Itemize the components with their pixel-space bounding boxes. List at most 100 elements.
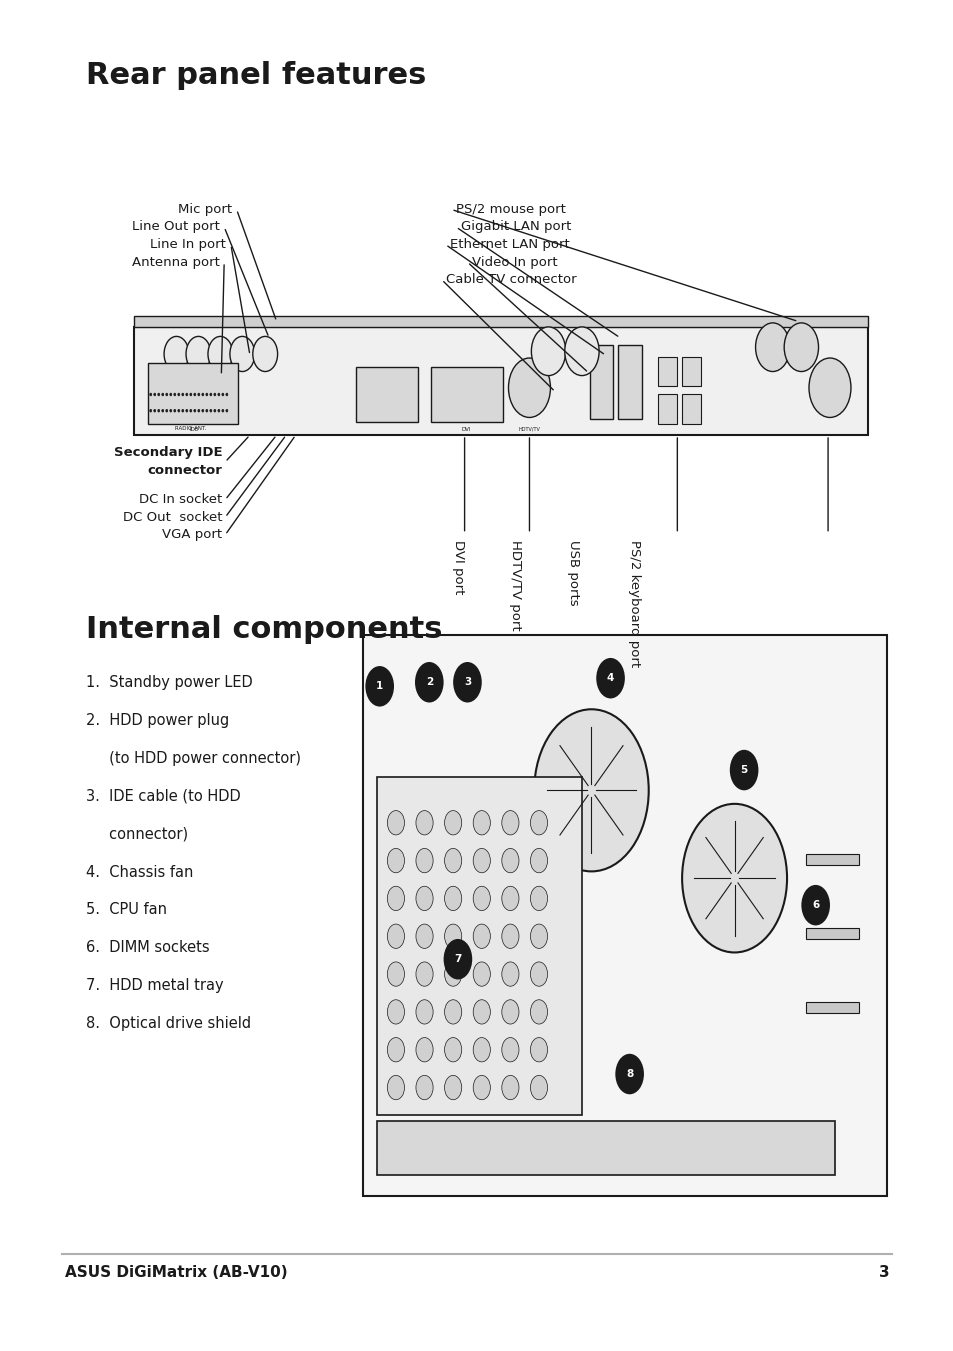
Circle shape <box>213 409 215 412</box>
Text: USB ports: USB ports <box>566 540 579 607</box>
Circle shape <box>166 409 168 412</box>
Circle shape <box>416 886 433 911</box>
Text: HDTV/TV: HDTV/TV <box>518 427 539 432</box>
Text: 7.  HDD metal tray: 7. HDD metal tray <box>86 978 223 993</box>
Circle shape <box>473 1038 490 1062</box>
Text: RADIO ANT.: RADIO ANT. <box>175 426 206 431</box>
Circle shape <box>473 924 490 948</box>
Circle shape <box>416 924 433 948</box>
Bar <box>589 345 613 419</box>
Text: 3: 3 <box>463 677 471 688</box>
Circle shape <box>530 848 547 873</box>
Circle shape <box>206 393 208 396</box>
Circle shape <box>783 323 818 372</box>
Circle shape <box>202 409 204 412</box>
Circle shape <box>173 409 175 412</box>
Circle shape <box>501 886 518 911</box>
Circle shape <box>150 393 152 396</box>
Circle shape <box>444 924 461 948</box>
Circle shape <box>416 1038 433 1062</box>
Text: Mic port: Mic port <box>177 203 232 216</box>
Circle shape <box>387 886 404 911</box>
Circle shape <box>222 409 224 412</box>
Circle shape <box>177 393 179 396</box>
Circle shape <box>444 1000 461 1024</box>
Circle shape <box>473 811 490 835</box>
Circle shape <box>453 662 481 703</box>
Circle shape <box>170 409 172 412</box>
Circle shape <box>387 1038 404 1062</box>
Circle shape <box>416 1075 433 1100</box>
Circle shape <box>534 709 648 871</box>
Circle shape <box>444 962 461 986</box>
Bar <box>355 367 417 422</box>
Circle shape <box>150 409 152 412</box>
Bar <box>805 1002 858 1013</box>
Text: 7: 7 <box>454 954 461 965</box>
Text: PS/2 mouse port: PS/2 mouse port <box>456 203 565 216</box>
Text: Secondary IDE: Secondary IDE <box>113 446 222 459</box>
Circle shape <box>365 666 394 707</box>
Circle shape <box>596 658 624 698</box>
Text: (to HDD power connector): (to HDD power connector) <box>86 751 300 766</box>
Bar <box>376 777 581 1115</box>
Circle shape <box>153 393 155 396</box>
Circle shape <box>208 336 233 372</box>
Text: 5: 5 <box>740 765 747 775</box>
Circle shape <box>501 962 518 986</box>
Bar <box>658 394 677 424</box>
Circle shape <box>444 1038 461 1062</box>
Text: connector): connector) <box>86 827 188 842</box>
Bar <box>362 635 886 1196</box>
Circle shape <box>217 393 219 396</box>
Circle shape <box>213 393 215 396</box>
Circle shape <box>444 811 461 835</box>
Circle shape <box>387 924 404 948</box>
Circle shape <box>501 1075 518 1100</box>
Circle shape <box>530 1075 547 1100</box>
Circle shape <box>193 409 195 412</box>
Text: 8.  Optical drive shield: 8. Optical drive shield <box>86 1016 251 1031</box>
Bar <box>681 357 700 386</box>
Text: 8: 8 <box>625 1069 633 1079</box>
Circle shape <box>501 811 518 835</box>
Circle shape <box>186 336 211 372</box>
Circle shape <box>501 1000 518 1024</box>
Text: PS/2 keyboard port: PS/2 keyboard port <box>627 540 640 667</box>
Circle shape <box>531 327 565 376</box>
Circle shape <box>387 848 404 873</box>
Text: 4: 4 <box>606 673 614 684</box>
Circle shape <box>157 393 159 396</box>
Circle shape <box>508 358 550 417</box>
Circle shape <box>501 924 518 948</box>
Circle shape <box>153 409 155 412</box>
Text: Ethernet LAN port: Ethernet LAN port <box>450 238 570 251</box>
Bar <box>133 327 867 435</box>
Circle shape <box>157 409 159 412</box>
Circle shape <box>473 886 490 911</box>
Text: connector: connector <box>148 463 222 477</box>
Circle shape <box>416 962 433 986</box>
Circle shape <box>530 1038 547 1062</box>
Text: DC In socket: DC In socket <box>139 493 222 507</box>
Text: Line Out port: Line Out port <box>132 220 219 234</box>
Bar <box>805 854 858 865</box>
Text: 2: 2 <box>425 677 433 688</box>
Circle shape <box>444 848 461 873</box>
Text: 1.  Standby power LED: 1. Standby power LED <box>86 676 253 690</box>
Circle shape <box>173 393 175 396</box>
Text: DVI: DVI <box>461 427 471 432</box>
Circle shape <box>202 393 204 396</box>
Circle shape <box>530 924 547 948</box>
Bar <box>681 394 700 424</box>
Text: 1: 1 <box>375 681 383 692</box>
Bar <box>805 928 858 939</box>
Circle shape <box>177 409 179 412</box>
Circle shape <box>387 1075 404 1100</box>
Text: ASUS DiGiMatrix (AB-V10): ASUS DiGiMatrix (AB-V10) <box>65 1265 287 1279</box>
Circle shape <box>182 393 184 396</box>
Circle shape <box>473 1075 490 1100</box>
Circle shape <box>473 1000 490 1024</box>
Circle shape <box>530 886 547 911</box>
Circle shape <box>416 1000 433 1024</box>
